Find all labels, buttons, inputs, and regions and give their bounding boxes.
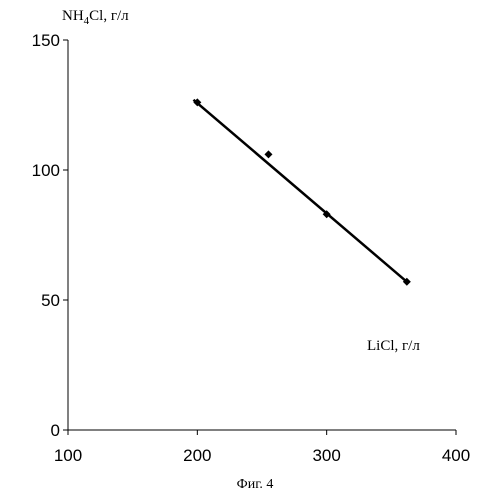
x-tick-label: 400 [442,446,470,465]
x-axis-ticks: 100 200 300 400 [54,430,470,465]
x-tick-label: 300 [312,446,340,465]
trend-line [193,100,406,282]
x-tick-label: 200 [183,446,211,465]
y-axis-ticks: 0 50 100 150 [32,31,68,440]
y-tick-label: 150 [32,31,60,50]
x-axis-label: LiCl, г/л [367,338,420,354]
y-axis-label-pre: NH [62,8,84,24]
data-point [264,150,272,158]
x-tick-label: 100 [54,446,82,465]
figure-caption: Фиг. 4 [237,477,274,492]
y-tick-label: 100 [32,161,60,180]
y-tick-label: 50 [41,291,60,310]
y-axis-label: NH4Cl, г/л [62,8,129,27]
y-tick-label: 0 [51,421,60,440]
y-axis-label-post: Cl, г/л [89,8,129,24]
